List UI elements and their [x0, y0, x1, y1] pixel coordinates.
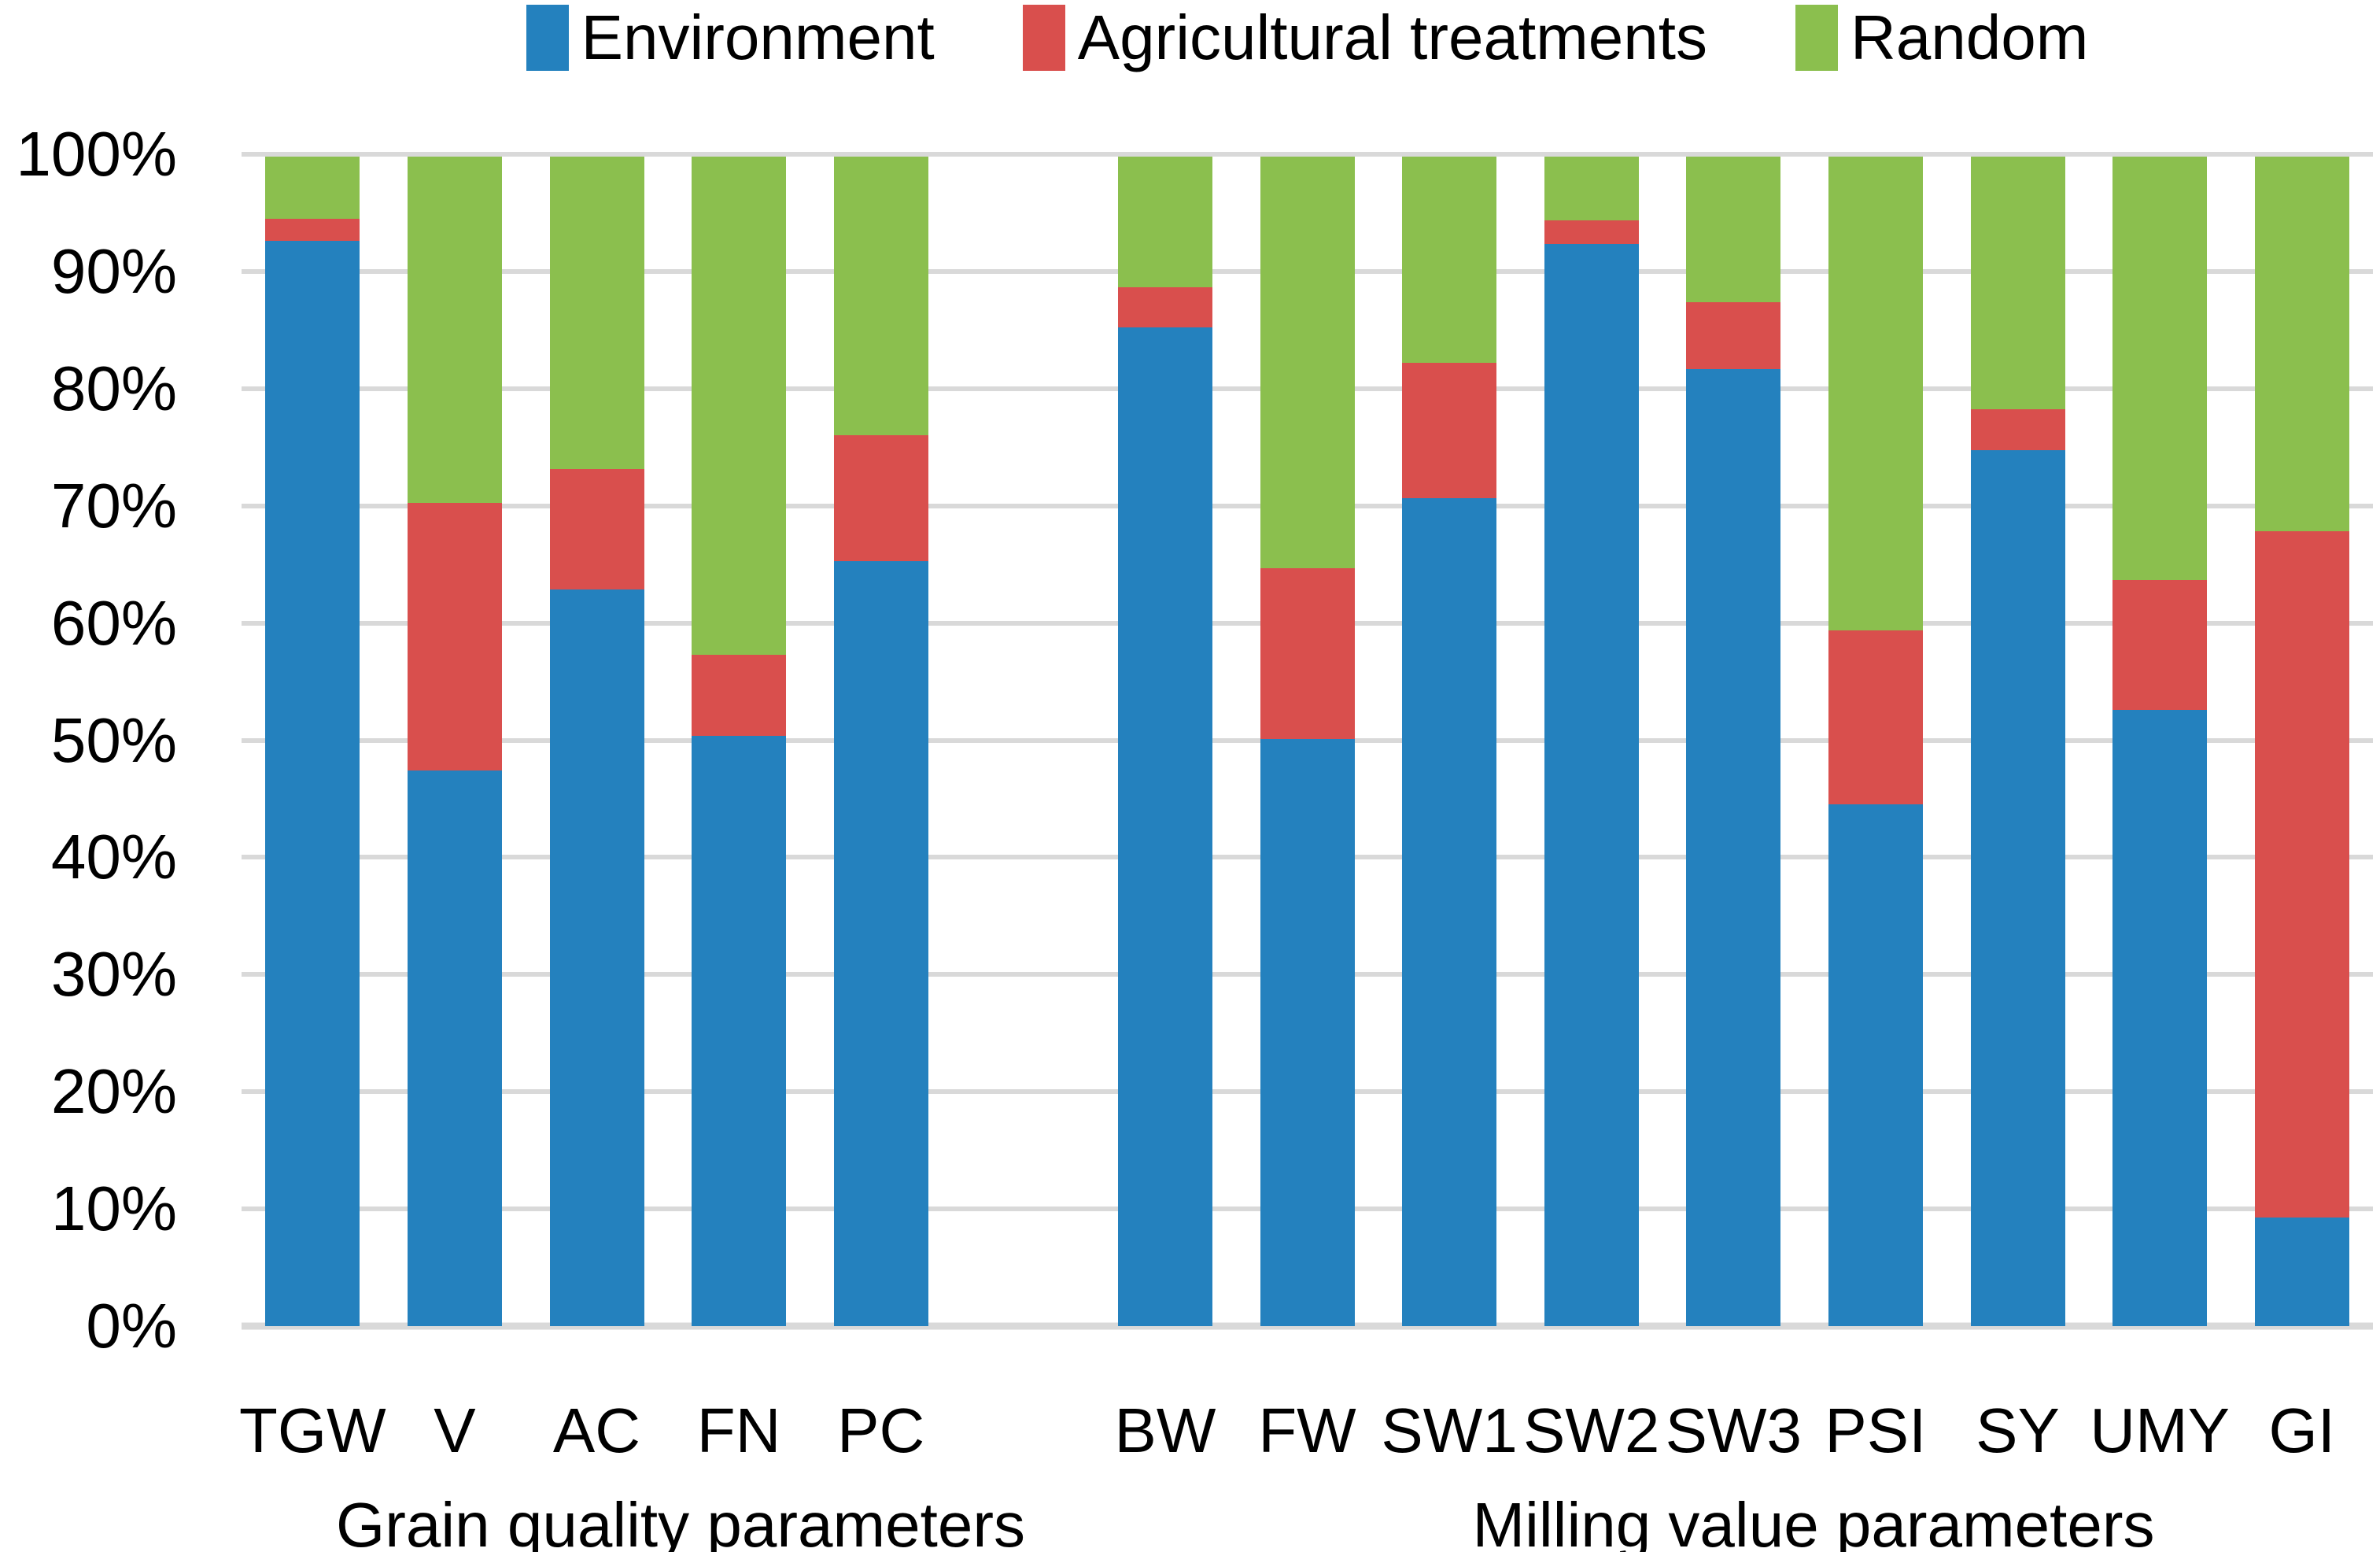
segment-FW-random: [1260, 157, 1355, 568]
segment-FW-agricultural-treatments: [1260, 568, 1355, 739]
segment-BW-environment: [1117, 327, 1212, 1326]
segment-GI-random: [2254, 157, 2349, 531]
y-tick-label-0: 0%: [86, 1291, 177, 1361]
x-tick-label-SY: SY: [1976, 1395, 2060, 1465]
bar-SW3: [1686, 157, 1781, 1326]
segment-PSI-agricultural-treatments: [1828, 630, 1923, 804]
segment-GI-agricultural-treatments: [2254, 531, 2349, 1218]
segment-PC-agricultural-treatments: [833, 435, 928, 561]
segment-SW1-random: [1402, 157, 1497, 363]
bar-SW2: [1544, 157, 1639, 1326]
bar-AC: [549, 157, 644, 1326]
x-tick-label-GI: GI: [2268, 1395, 2335, 1465]
segment-SY-random: [1970, 157, 2065, 409]
x-tick-label-UMY: UMY: [2090, 1395, 2230, 1465]
bar-FW: [1260, 157, 1355, 1326]
segment-FN-environment: [692, 736, 787, 1326]
segment-TGW-agricultural-treatments: [265, 219, 360, 241]
bar-PSI: [1828, 157, 1923, 1326]
segment-SW1-agricultural-treatments: [1402, 363, 1497, 498]
y-tick-label-40: 40%: [50, 822, 177, 892]
x-tick-label-TGW: TGW: [238, 1395, 386, 1465]
y-tick-label-90: 90%: [50, 235, 177, 306]
y-tick-label-60: 60%: [50, 587, 177, 658]
x-tick-label-V: V: [434, 1395, 476, 1465]
y-tick-label-80: 80%: [50, 353, 177, 423]
bar-GI: [2254, 157, 2349, 1326]
segment-SW3-random: [1686, 157, 1781, 302]
legend: Environment Agricultural treatments Random: [242, 5, 2373, 71]
legend-item-agricultural-treatments: Agricultural treatments: [1022, 2, 1708, 72]
segment-BW-random: [1117, 157, 1212, 287]
x-tick-label-FW: FW: [1258, 1395, 1356, 1465]
legend-swatch-icon: [526, 5, 569, 71]
segment-V-environment: [407, 770, 502, 1326]
segment-AC-environment: [549, 589, 644, 1326]
segment-PSI-environment: [1828, 804, 1923, 1326]
x-tick-label-SW1: SW1: [1381, 1395, 1518, 1465]
segment-SY-environment: [1970, 450, 2065, 1326]
y-tick-label-10: 10%: [50, 1173, 177, 1244]
segment-GI-environment: [2254, 1218, 2349, 1326]
segment-FN-agricultural-treatments: [692, 655, 787, 736]
legend-swatch-icon: [1022, 5, 1065, 71]
segment-V-agricultural-treatments: [407, 503, 502, 770]
segment-UMY-random: [2112, 157, 2208, 580]
y-tick-label-70: 70%: [50, 470, 177, 541]
segment-AC-agricultural-treatments: [549, 469, 644, 589]
x-tick-label-BW: BW: [1114, 1395, 1216, 1465]
y-tick-label-30: 30%: [50, 939, 177, 1010]
legend-label: Agricultural treatments: [1077, 2, 1708, 72]
x-tick-label-AC: AC: [552, 1395, 641, 1465]
segment-PC-environment: [833, 561, 928, 1326]
segment-FN-random: [692, 157, 787, 655]
legend-swatch-icon: [1795, 5, 1839, 71]
x-tick-label-FN: FN: [696, 1395, 781, 1465]
legend-label: Random: [1850, 2, 2089, 72]
bar-BW: [1117, 157, 1212, 1326]
segment-TGW-random: [265, 157, 360, 219]
segment-SW1-environment: [1402, 498, 1497, 1326]
segment-BW-agricultural-treatments: [1117, 287, 1212, 327]
segment-UMY-agricultural-treatments: [2112, 580, 2208, 710]
x-tick-label-PC: PC: [837, 1395, 925, 1465]
bar-FN: [692, 157, 787, 1326]
bar-SW1: [1402, 157, 1497, 1326]
segment-SW2-environment: [1544, 244, 1639, 1326]
segment-SW2-agricultural-treatments: [1544, 220, 1639, 244]
x-tick-label-SW3: SW3: [1665, 1395, 1802, 1465]
x-tick-label-PSI: PSI: [1825, 1395, 1927, 1465]
segment-PC-random: [833, 157, 928, 435]
segment-SW2-random: [1544, 157, 1639, 220]
axis-group-label-milling-value: Milling value parameters: [1472, 1490, 2155, 1552]
segment-TGW-environment: [265, 241, 360, 1326]
x-axis-baseline: [242, 1322, 2373, 1330]
x-tick-label-SW2: SW2: [1523, 1395, 1660, 1465]
legend-label: Environment: [581, 2, 935, 72]
segment-SW3-environment: [1686, 369, 1781, 1326]
gridline-100: [242, 152, 2373, 157]
axis-group-label-grain-quality: Grain quality parameters: [336, 1490, 1025, 1552]
legend-item-environment: Environment: [526, 5, 935, 71]
segment-V-random: [407, 157, 502, 503]
segment-AC-random: [549, 157, 644, 469]
segment-PSI-random: [1828, 157, 1923, 630]
bar-TGW: [265, 157, 360, 1326]
bar-V: [407, 157, 502, 1326]
y-tick-label-20: 20%: [50, 1056, 177, 1127]
bar-PC: [833, 157, 928, 1326]
segment-FW-environment: [1260, 739, 1355, 1326]
segment-UMY-environment: [2112, 710, 2208, 1326]
bar-SY: [1970, 157, 2065, 1326]
y-tick-label-50: 50%: [50, 704, 177, 775]
y-tick-label-100: 100%: [16, 119, 177, 189]
segment-SW3-agricultural-treatments: [1686, 302, 1781, 369]
legend-item-random: Random: [1795, 5, 2088, 71]
segment-SY-agricultural-treatments: [1970, 409, 2065, 450]
bar-UMY: [2112, 157, 2208, 1326]
